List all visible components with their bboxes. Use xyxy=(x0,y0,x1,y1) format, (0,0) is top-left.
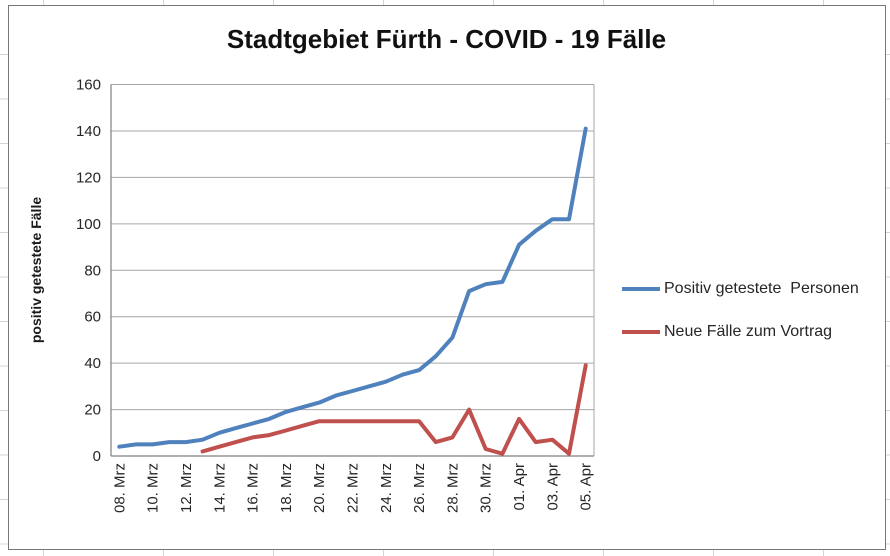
series-group xyxy=(117,126,588,456)
x-tick-labels-group: 08. Mrz 10. Mrz 12. Mrz 14. Mrz 16. Mrz 18. M… xyxy=(111,463,594,513)
legend-label: Positiv getestete Personen xyxy=(664,280,859,297)
y-tick-label: 120 xyxy=(76,169,101,186)
y-tick-label: 100 xyxy=(76,216,101,233)
x-tick-label: 22. Mrz xyxy=(345,463,362,513)
y-tick-label: 140 xyxy=(76,123,101,140)
x-tick-label: 14. Mrz xyxy=(211,463,228,513)
x-tick-label: 08. Mrz xyxy=(111,463,128,513)
y-tick-label: 160 xyxy=(76,77,101,94)
x-tick-label: 26. Mrz xyxy=(411,463,428,513)
y-tick-label: 40 xyxy=(84,355,101,372)
x-tick-label: 01. Apr xyxy=(511,463,528,511)
x-tick-label: 16. Mrz xyxy=(245,463,262,513)
gridlines-group xyxy=(111,84,595,457)
y-axis-title: positiv getestete Fälle xyxy=(28,196,44,344)
series-line-neue-faelle[interactable] xyxy=(200,363,588,456)
x-tick-label: 05. Apr xyxy=(578,463,595,511)
x-tick-label: 10. Mrz xyxy=(145,463,162,513)
legend-line-red-icon xyxy=(622,330,660,334)
x-tick-label: 12. Mrz xyxy=(178,463,195,513)
y-tick-label: 60 xyxy=(84,309,101,326)
y-tick-labels-group: 0 20 40 60 80 100 120 140 160 xyxy=(76,77,101,466)
series-line-positiv-getestete[interactable] xyxy=(117,126,588,449)
y-tick-label: 0 xyxy=(93,448,101,465)
x-tick-label: 18. Mrz xyxy=(278,463,295,513)
chart-title[interactable]: Stadtgebiet Fürth - COVID - 19 Fälle xyxy=(226,24,667,54)
chart-area[interactable]: 0 20 40 60 80 100 120 140 160 08. Mrz 10. Mrz 12. M… xyxy=(8,5,886,550)
legend-line-blue-icon xyxy=(622,287,660,291)
legend-label: Neue Fälle zum Vortrag xyxy=(664,323,833,340)
x-tick-label: 03. Apr xyxy=(544,463,561,511)
x-tick-label: 28. Mrz xyxy=(444,463,461,513)
y-tick-label: 20 xyxy=(84,402,101,419)
plot-svg: 0 20 40 60 80 100 120 140 160 08. Mrz 10. Mrz 12. M… xyxy=(76,77,595,514)
x-tick-label: 20. Mrz xyxy=(311,463,328,513)
x-tick-label: 24. Mrz xyxy=(378,463,395,513)
y-tick-label: 80 xyxy=(84,262,101,279)
x-tick-label: 30. Mrz xyxy=(478,463,495,513)
axes-group xyxy=(110,84,594,457)
